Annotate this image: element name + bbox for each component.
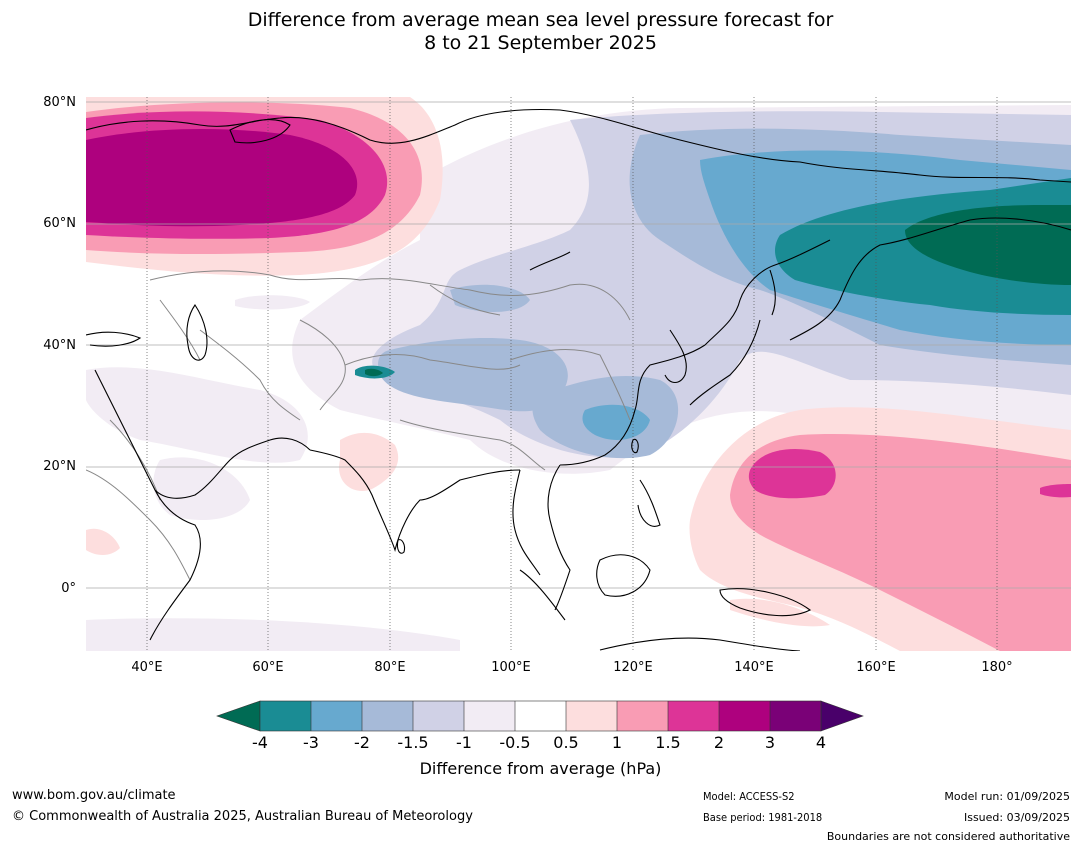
colorbar-tick-neg2: -2 — [354, 733, 370, 752]
website-link[interactable]: www.bom.gov.au/climate — [12, 788, 176, 803]
colorbar-swatch-1.5-2 — [668, 701, 719, 731]
colorbar-swatch-neg3-neg2 — [311, 701, 362, 731]
colorbar-tick-3: 3 — [764, 733, 776, 752]
colorbar-tick-2: 2 — [713, 733, 725, 752]
coastlines — [86, 108, 1071, 651]
lon-label-100e: 100°E — [491, 660, 531, 675]
lat-label-20n: 20°N — [43, 459, 76, 474]
anomaly-band-neg-4 — [365, 205, 1071, 377]
colorbar-tick-4: 4 — [815, 733, 827, 752]
graticule — [86, 101, 1071, 589]
lon-label-180: 180° — [981, 660, 1013, 675]
colorbar-swatch-neutral — [515, 701, 566, 731]
pressure-anomaly-map — [86, 97, 1071, 651]
anomaly-band-pos-2 — [86, 128, 358, 227]
lon-label-160e: 160°E — [856, 660, 896, 675]
colorbar-swatch-neg4-neg3 — [260, 701, 311, 731]
issued-date: Issued: 03/09/2025 — [963, 811, 1070, 824]
map-title: Difference from average mean sea level p… — [0, 9, 1081, 55]
model-run-date: Model run: 01/09/2025 — [944, 790, 1070, 803]
lat-label-0: 0° — [61, 581, 76, 596]
colorbar-extend-high — [820, 700, 864, 732]
colorbar-tick-neg4: -4 — [252, 733, 268, 752]
country-boundaries — [86, 270, 631, 581]
lat-label-60n: 60°N — [43, 216, 76, 231]
colorbar-tick-0.5: 0.5 — [553, 733, 579, 752]
boundaries-disclaimer: Boundaries are not considered authoritat… — [826, 830, 1070, 843]
copyright-text: © Commonwealth of Australia 2025, Austra… — [12, 809, 473, 824]
colorbar-tick-neg1.5: -1.5 — [397, 733, 429, 752]
lon-label-80e: 80°E — [374, 660, 406, 675]
lat-label-80n: 80°N — [43, 95, 76, 110]
lon-label-120e: 120°E — [613, 660, 653, 675]
colorbar-swatch-neg1.5-neg1 — [413, 701, 464, 731]
title-line-1: Difference from average mean sea level p… — [247, 9, 834, 31]
colorbar-tick-neg3: -3 — [303, 733, 319, 752]
colorbar-tick-neg1: -1 — [456, 733, 472, 752]
colorbar-extend-low — [216, 700, 261, 732]
colorbar-tick-1: 1 — [611, 733, 623, 752]
title-line-2: 8 to 21 September 2025 — [424, 32, 657, 54]
colorbar-swatch-neg1-neg0.5 — [464, 701, 515, 731]
lon-label-140e: 140°E — [734, 660, 774, 675]
colorbar-swatch-neg2-neg1.5 — [362, 701, 413, 731]
colorbar-tick-neg0.5: -0.5 — [499, 733, 531, 752]
lon-label-60e: 60°E — [252, 660, 284, 675]
meridians — [146, 97, 998, 651]
colorbar-label: Difference from average (hPa) — [419, 759, 662, 778]
model-name: Model: ACCESS-S2 — [703, 790, 795, 803]
colorbar — [216, 700, 864, 732]
base-period: Base period: 1981-2018 — [703, 811, 823, 824]
colorbar-swatch-2-3 — [719, 701, 770, 731]
colorbar-swatch-3-4 — [770, 701, 821, 731]
colorbar-swatch-1-1.5 — [617, 701, 668, 731]
colorbar-swatch-0.5-1 — [566, 701, 617, 731]
lat-label-40n: 40°N — [43, 338, 76, 353]
colorbar-tick-1.5: 1.5 — [655, 733, 681, 752]
lon-label-40e: 40°E — [131, 660, 163, 675]
